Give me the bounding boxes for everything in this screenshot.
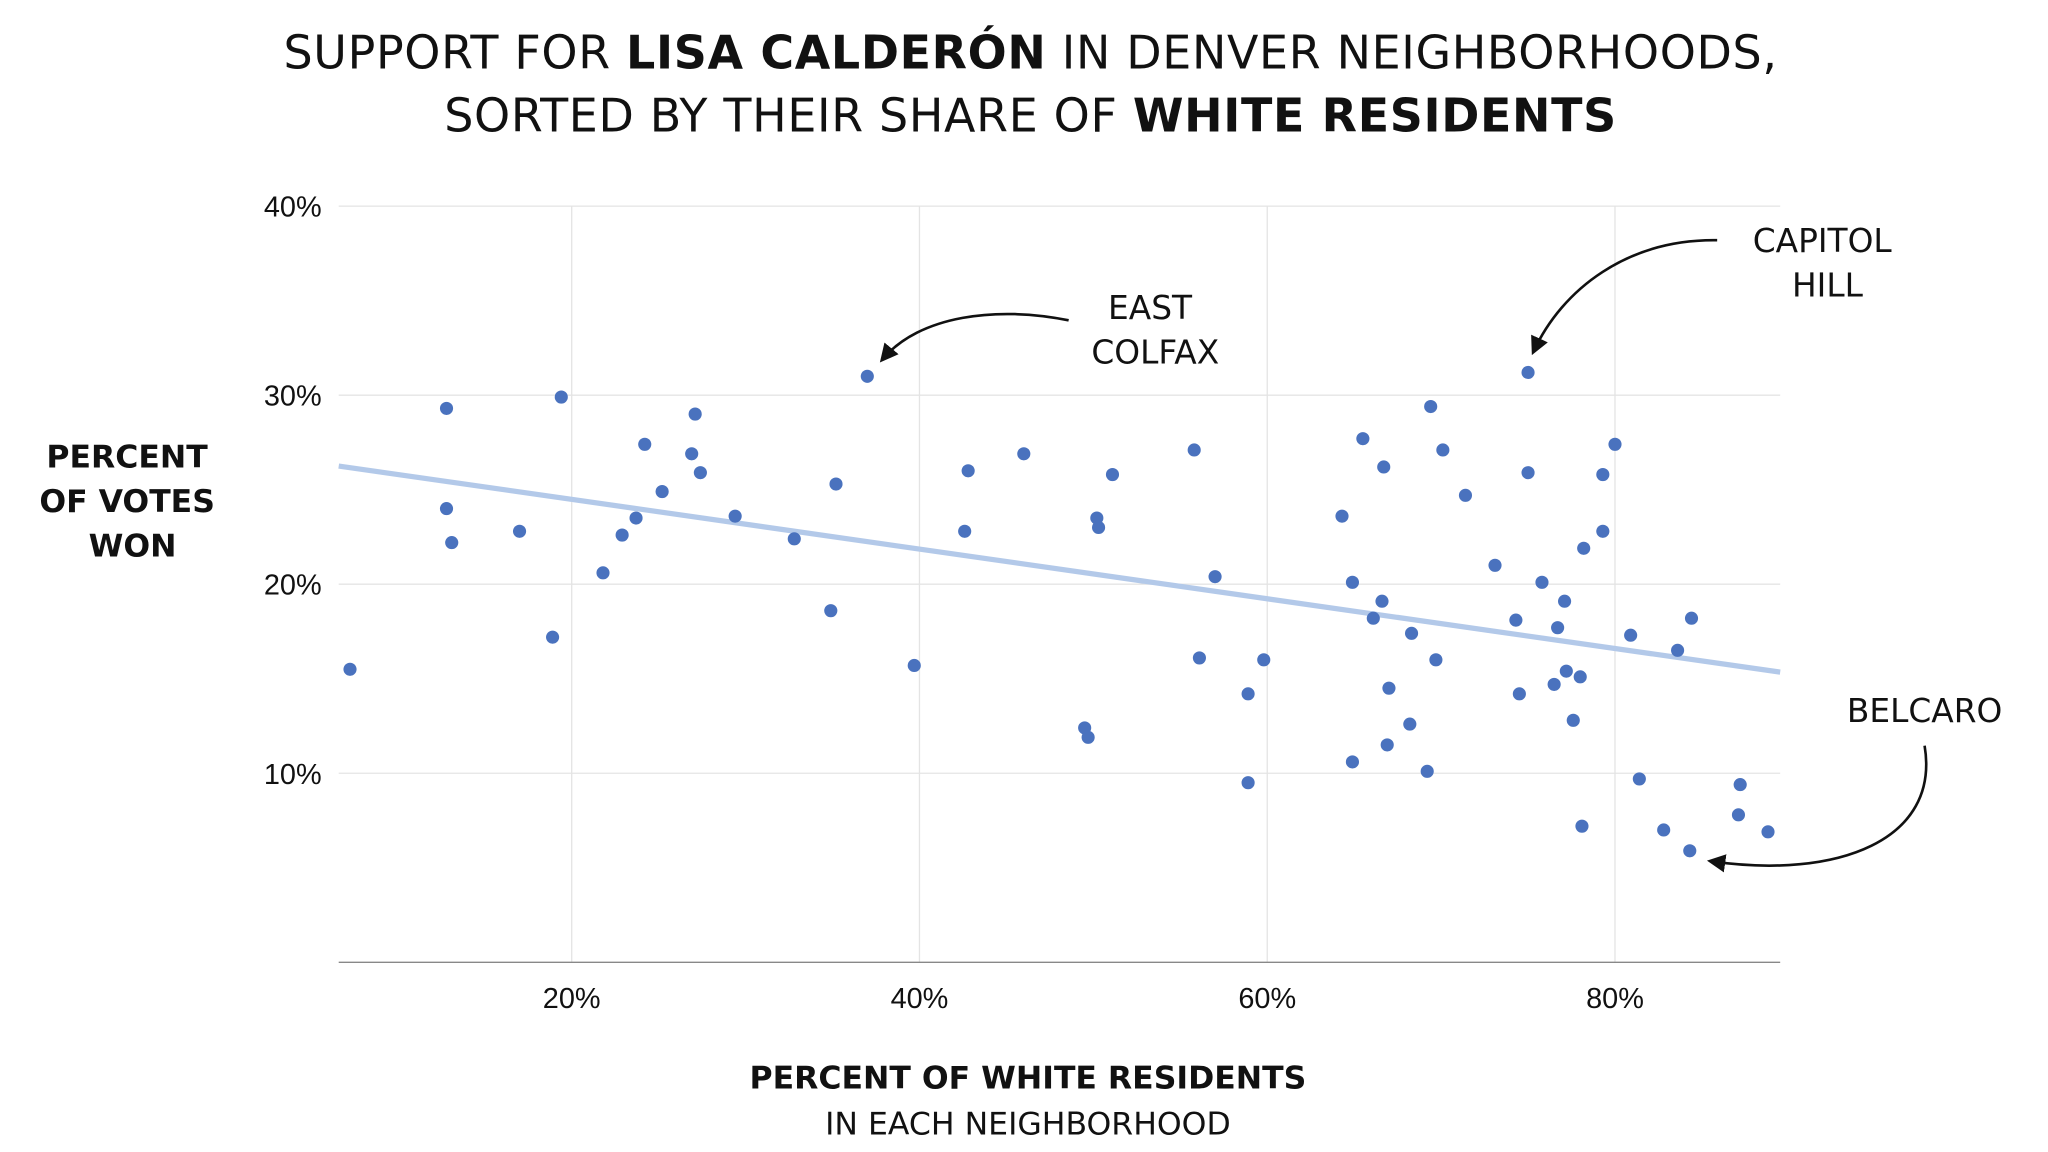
- data-point: [655, 485, 669, 499]
- data-point: [439, 401, 454, 415]
- data-point: [1257, 653, 1271, 667]
- data-point: [1380, 738, 1394, 752]
- data-point: [1187, 443, 1201, 457]
- data-point: [1403, 717, 1417, 731]
- data-point: [685, 447, 699, 461]
- data-point: [1382, 681, 1396, 695]
- data-point: [1521, 466, 1535, 480]
- data-point: [1731, 808, 1746, 822]
- data-point: [1657, 823, 1671, 837]
- data-point: [1521, 365, 1535, 380]
- data-point: [1509, 613, 1523, 627]
- y-tick-label: 20%: [264, 570, 322, 602]
- data-point: [1420, 764, 1434, 778]
- data-point: [1608, 437, 1622, 451]
- data-point: [1404, 626, 1419, 640]
- data-point: [1535, 575, 1549, 589]
- x-axis-label-line2: IN EACH NEIGHBORHOOD: [825, 1106, 1231, 1142]
- annotation-belcaro: BELCARO: [1847, 692, 2003, 730]
- data-point: [1671, 643, 1685, 657]
- data-point: [1436, 443, 1450, 457]
- data-point: [1366, 611, 1380, 625]
- data-point: [787, 532, 801, 546]
- data-point: [1577, 541, 1591, 555]
- arrow-belcaro: [1706, 745, 1928, 873]
- data-point: [1208, 570, 1222, 584]
- data-point: [1566, 713, 1580, 727]
- data-point: [615, 528, 629, 542]
- data-point: [1458, 488, 1473, 502]
- y-tick-label: 30%: [264, 381, 322, 413]
- data-point: [629, 511, 643, 525]
- data-point: [1377, 460, 1391, 474]
- data-points: [343, 365, 1775, 858]
- annotation-east-colfax: EAST COLFAX: [1091, 289, 1219, 372]
- data-point: [1375, 594, 1389, 608]
- data-point: [1547, 677, 1561, 691]
- chart-title-line2: SORTED BY THEIR SHARE OF WHITE RESIDENTS: [444, 88, 1617, 142]
- data-point: [1573, 670, 1587, 684]
- chart-title-line1: SUPPORT FOR LISA CALDERÓN IN DENVER NEIG…: [283, 25, 1777, 79]
- data-point: [1684, 611, 1699, 625]
- data-point: [1683, 844, 1697, 858]
- data-point: [445, 536, 459, 550]
- data-point: [688, 407, 702, 421]
- data-point: [829, 477, 843, 491]
- arrow-capitol-hill: [1531, 238, 1718, 356]
- data-point: [439, 502, 454, 516]
- data-point: [1345, 755, 1360, 769]
- data-point: [1558, 594, 1572, 608]
- data-point: [1241, 776, 1255, 790]
- data-point: [554, 390, 568, 404]
- data-point: [1596, 467, 1610, 482]
- data-point: [1081, 730, 1095, 744]
- data-point: [958, 524, 972, 538]
- data-point: [1575, 819, 1589, 833]
- data-point: [1632, 772, 1646, 786]
- y-tick-label: 10%: [264, 759, 322, 791]
- data-point: [1335, 509, 1349, 523]
- data-point: [1551, 621, 1565, 635]
- data-point: [546, 630, 560, 644]
- data-point: [1241, 687, 1255, 701]
- x-tick-label: 20%: [543, 983, 601, 1015]
- data-point: [1092, 520, 1106, 535]
- tick-labels: 10% 20% 30% 40% 20% 40% 60% 80%: [264, 192, 1644, 1016]
- data-point: [1192, 651, 1206, 665]
- data-point: [1345, 575, 1360, 589]
- data-point: [693, 466, 707, 480]
- y-axis-label: PERCENT OF VOTES WON: [39, 439, 226, 564]
- data-point: [961, 464, 975, 478]
- data-point: [1488, 558, 1502, 572]
- annotation-capitol-hill: CAPITOL HILL: [1753, 222, 1902, 305]
- x-tick-label: 80%: [1586, 983, 1644, 1015]
- y-tick-label: 40%: [264, 192, 322, 224]
- data-point: [1017, 447, 1031, 461]
- data-point: [1761, 825, 1775, 839]
- data-point: [1424, 399, 1438, 414]
- data-point: [728, 509, 742, 523]
- data-point: [1624, 628, 1638, 642]
- data-point: [1429, 653, 1443, 667]
- data-point: [860, 369, 874, 383]
- data-point: [638, 437, 652, 451]
- data-point: [596, 566, 610, 580]
- data-point: [1596, 524, 1610, 538]
- data-point: [1559, 664, 1573, 678]
- data-point: [907, 658, 921, 673]
- x-tick-label: 60%: [1238, 983, 1296, 1015]
- data-point: [824, 604, 838, 618]
- x-tick-label: 40%: [891, 983, 949, 1015]
- data-point: [343, 662, 357, 676]
- data-point: [1512, 687, 1526, 701]
- data-point: [512, 524, 527, 538]
- x-axis-label-line1: PERCENT OF WHITE RESIDENTS: [750, 1060, 1307, 1096]
- trendline: [338, 463, 1781, 675]
- data-point: [1105, 467, 1120, 482]
- data-point: [1733, 778, 1747, 792]
- arrow-east-colfax: [879, 312, 1069, 363]
- data-point: [1356, 432, 1370, 446]
